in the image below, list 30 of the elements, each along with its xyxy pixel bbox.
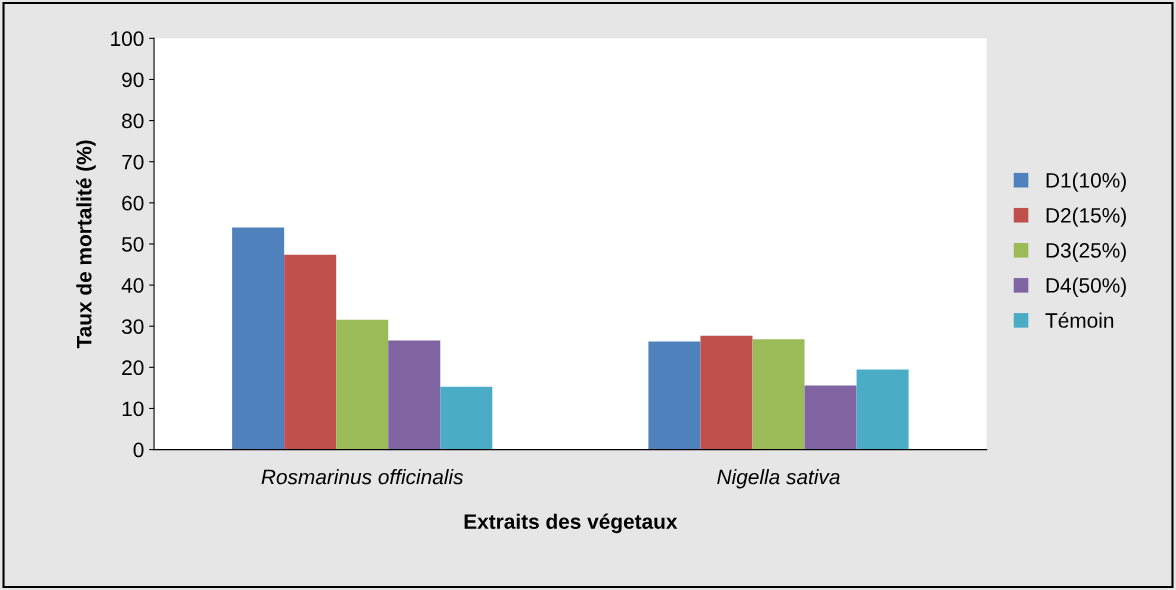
- legend-label: D3(25%): [1046, 242, 1126, 262]
- x-axis-title: Extraits des végetaux: [464, 513, 678, 534]
- y-tick-label: 10: [122, 401, 144, 417]
- legend-label: D2(15%): [1046, 207, 1126, 227]
- bar: [648, 341, 701, 450]
- legend-label: Témoin: [1045, 312, 1114, 328]
- x-tick-label: Rosmarinus officinalis: [261, 469, 464, 485]
- y-axis-title: Taux de mortalité (%): [76, 140, 96, 349]
- bar: [336, 319, 389, 450]
- legend-label: D4(50%): [1046, 277, 1126, 297]
- y-tick-label: 20: [122, 360, 144, 376]
- y-tick-label: 50: [122, 236, 144, 252]
- y-tick-label: 60: [122, 195, 144, 211]
- y-tick-label: 80: [122, 113, 144, 129]
- bar: [804, 385, 857, 450]
- x-tick-label: Nigella sativa: [717, 469, 840, 489]
- bar: [388, 340, 441, 450]
- bar: [856, 369, 909, 450]
- bar: [284, 254, 337, 450]
- y-tick-label: 100: [111, 31, 144, 47]
- y-tick-label: 0: [133, 442, 144, 458]
- legend-label: D1(10%): [1046, 172, 1126, 192]
- y-tick-label: 40: [121, 278, 144, 293]
- y-tick-label: 30: [121, 319, 144, 334]
- y-tick-label: 90: [122, 72, 144, 88]
- bar: [752, 339, 805, 450]
- bar: [232, 227, 285, 450]
- y-tick-label: 70: [122, 154, 144, 170]
- bar: [440, 386, 493, 450]
- bar: [700, 335, 753, 450]
